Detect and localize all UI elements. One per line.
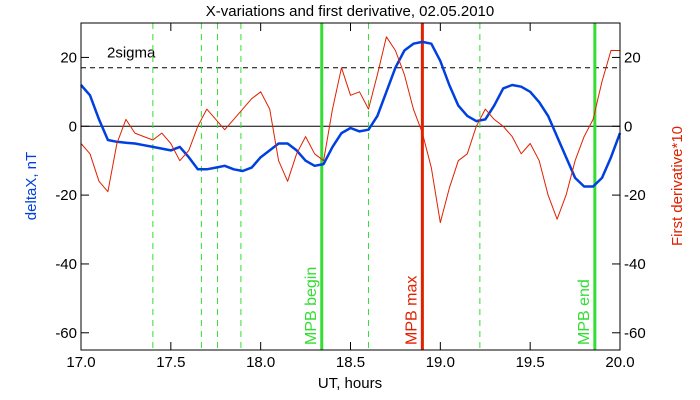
y2-tick-label: -40 xyxy=(624,256,646,273)
x-tick-label: 17.5 xyxy=(156,354,185,371)
x-tick-label: 20.0 xyxy=(605,354,634,371)
y2-tick-label: 20 xyxy=(624,49,641,66)
y-tick-label: -60 xyxy=(55,325,77,342)
x-tick-label: 19.0 xyxy=(426,354,455,371)
y2-tick-label: -60 xyxy=(624,325,646,342)
y-tick-label: -40 xyxy=(55,256,77,273)
y-tick-label: 0 xyxy=(69,118,77,135)
marker-label: MPB end xyxy=(576,279,593,345)
marker-label: MPB begin xyxy=(303,267,320,345)
x-tick-label: 18.5 xyxy=(336,354,365,371)
x-tick-label: 17.0 xyxy=(66,354,95,371)
threshold-label: 2sigma xyxy=(107,45,156,62)
series-line xyxy=(80,36,620,224)
y-tick-label: 20 xyxy=(60,49,77,66)
series-line xyxy=(80,40,622,188)
chart-title: X-variations and first derivative, 02.05… xyxy=(206,3,495,20)
y2-tick-label: -20 xyxy=(624,187,646,204)
marker-label: MPB max xyxy=(403,276,420,345)
y2-tick-label: 0 xyxy=(624,118,632,135)
y-axis-label: deltaX, nT xyxy=(23,152,40,220)
y2-axis-label: First derivative*10 xyxy=(669,126,686,246)
x-tick-label: 19.5 xyxy=(516,354,545,371)
x-tick-label: 18.0 xyxy=(246,354,275,371)
y-tick-label: -20 xyxy=(55,187,77,204)
plot-frame xyxy=(80,22,621,351)
x-axis-label: UT, hours xyxy=(318,375,382,392)
